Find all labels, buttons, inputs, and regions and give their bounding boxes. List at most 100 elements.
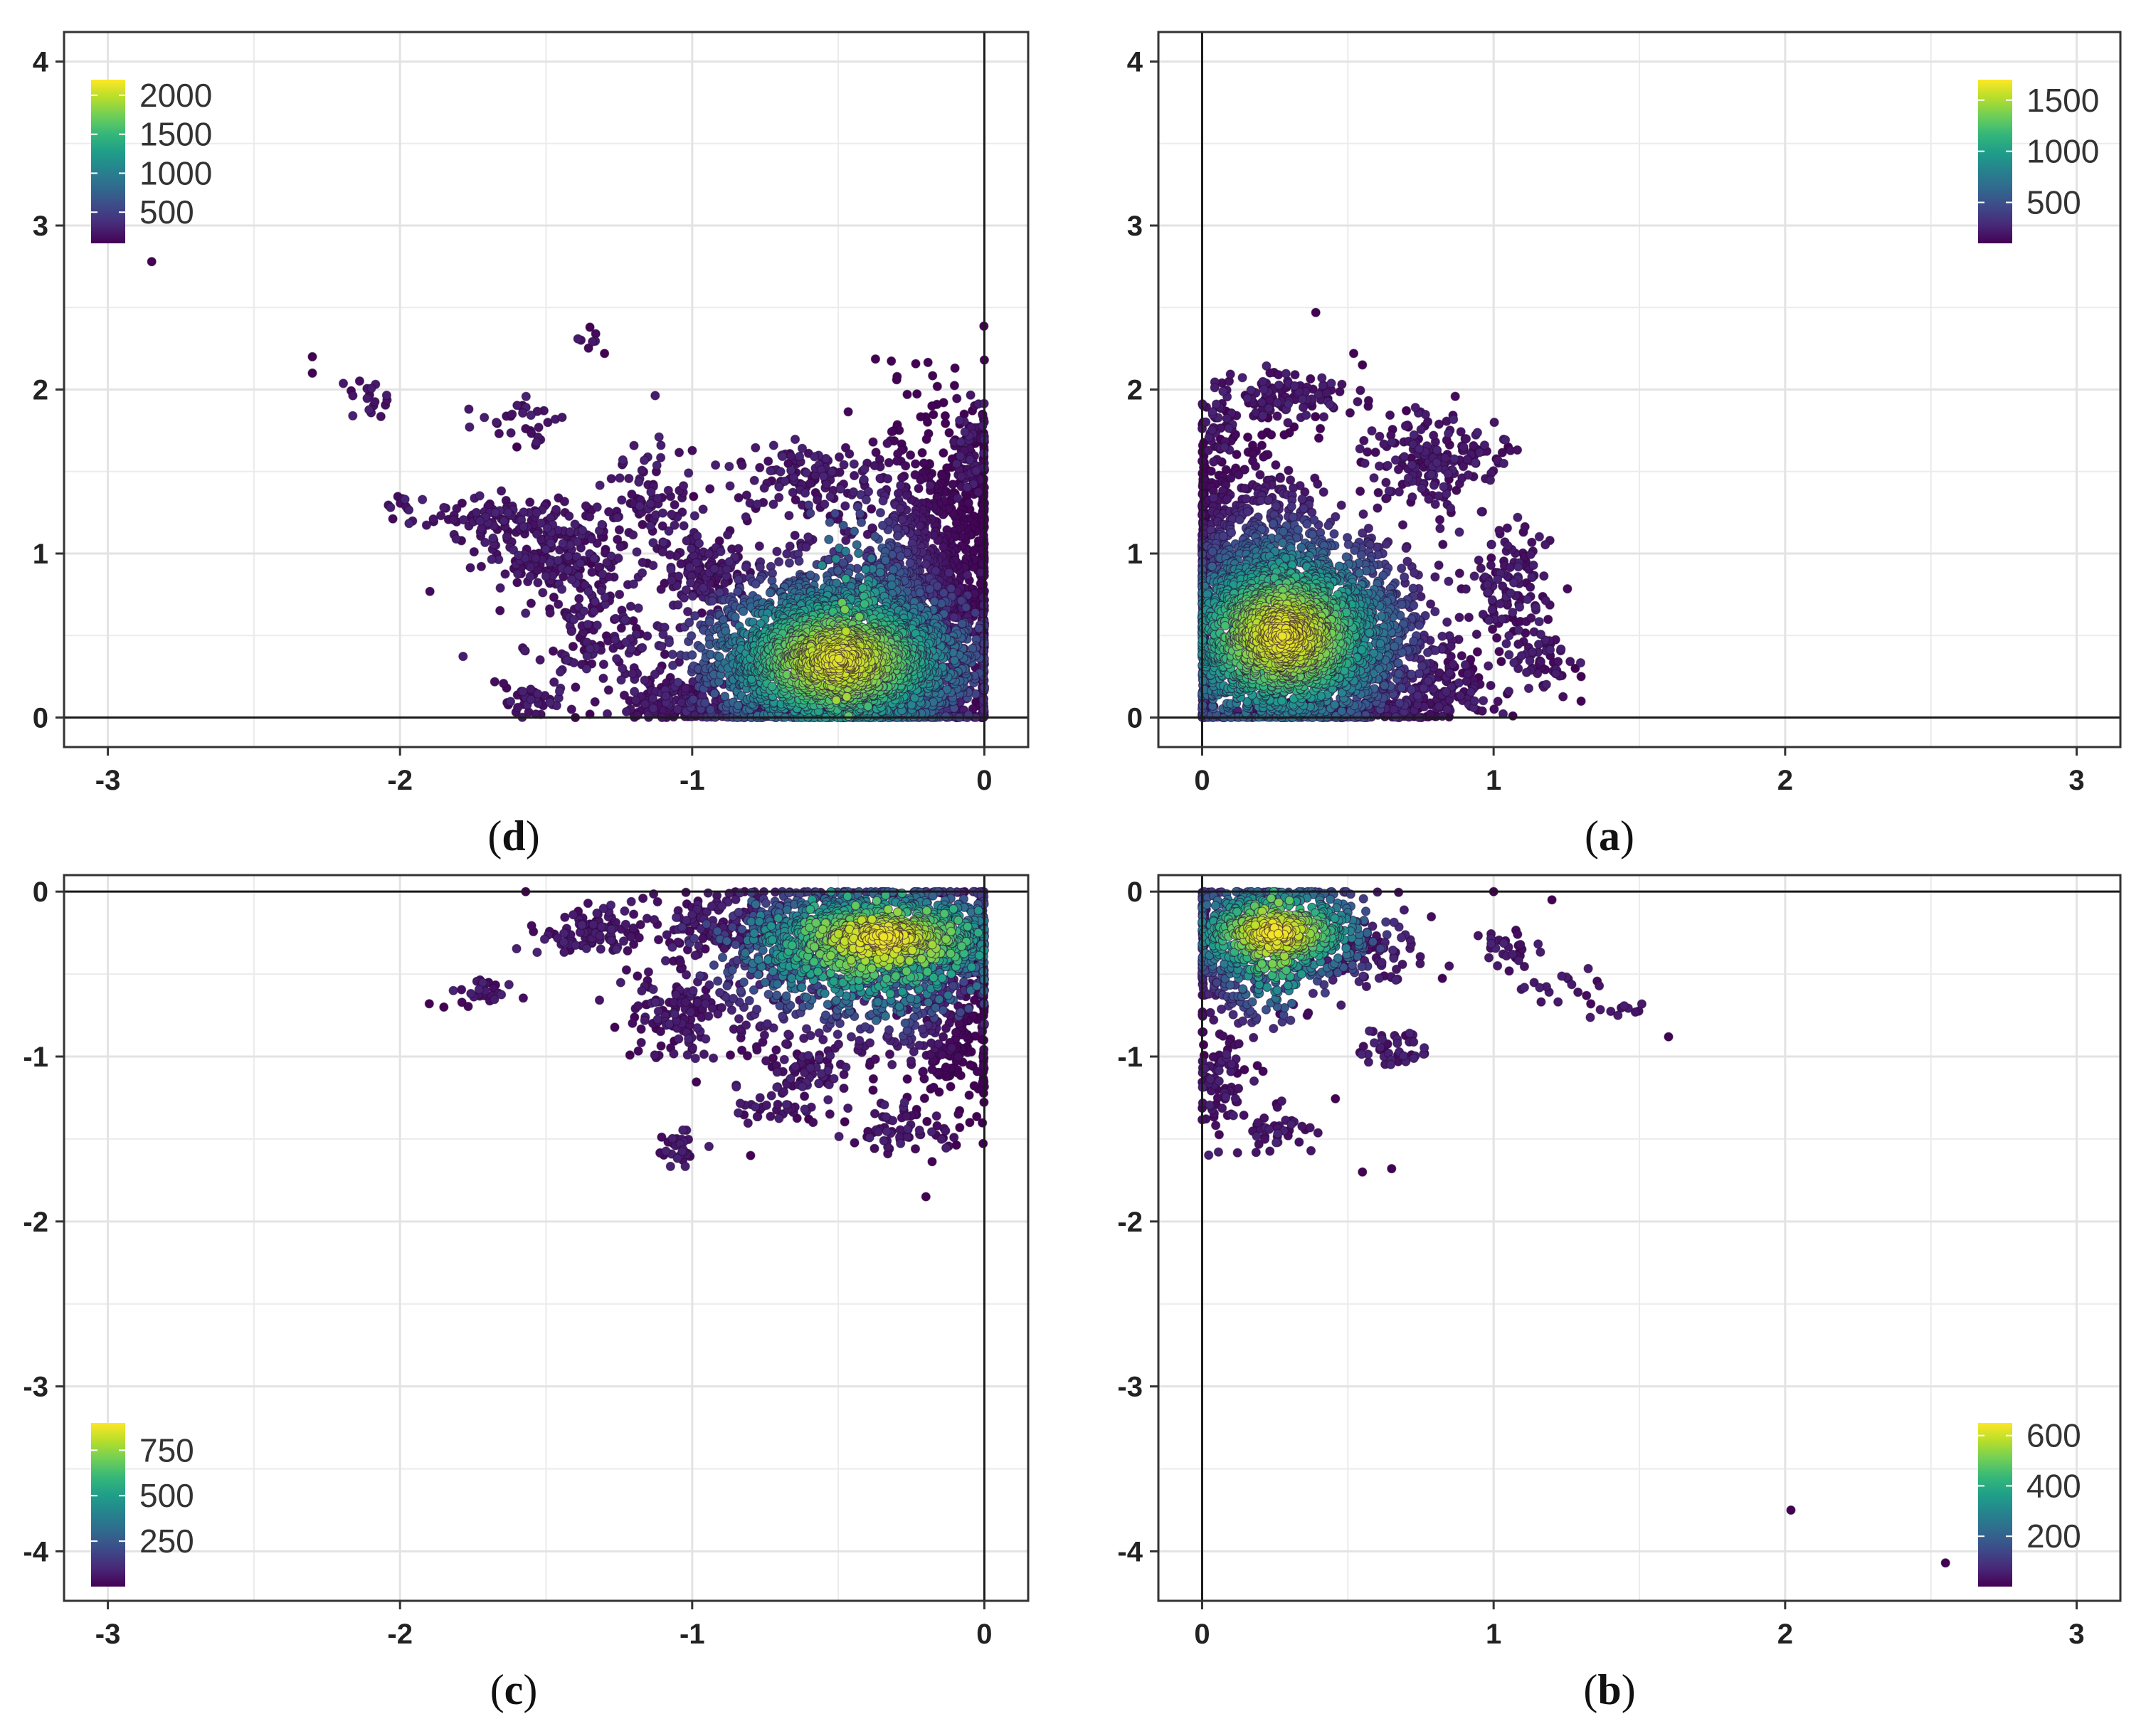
data-point <box>768 499 778 509</box>
data-point <box>656 584 666 594</box>
data-point <box>927 401 937 411</box>
data-point <box>538 588 548 598</box>
data-point <box>957 618 967 629</box>
data-point <box>944 428 954 438</box>
data-point <box>656 440 666 450</box>
data-point <box>737 460 747 470</box>
data-point <box>856 517 867 527</box>
data-point <box>531 554 541 563</box>
data-point <box>629 440 639 450</box>
data-point <box>951 459 961 469</box>
data-point <box>513 568 523 579</box>
data-point <box>870 354 881 364</box>
data-point <box>512 401 522 411</box>
data-point <box>458 651 468 662</box>
data-point <box>917 448 927 458</box>
data-point <box>680 683 691 693</box>
data-point <box>451 534 461 544</box>
data-point <box>914 483 924 494</box>
data-point <box>678 481 689 491</box>
data-point <box>583 586 593 596</box>
data-point <box>897 514 907 524</box>
data-point <box>925 480 936 490</box>
data-point <box>861 494 872 505</box>
data-point <box>563 551 574 561</box>
data-point <box>884 457 894 467</box>
data-point <box>892 456 902 466</box>
data-point <box>797 443 808 453</box>
data-point <box>654 432 664 442</box>
data-point <box>741 490 751 500</box>
data-point <box>616 675 626 685</box>
data-point <box>645 521 655 531</box>
data-point <box>741 512 751 522</box>
data-point <box>820 499 830 509</box>
data-point <box>966 390 976 400</box>
data-point <box>867 554 877 563</box>
data-point <box>603 507 614 517</box>
data-point <box>978 608 988 619</box>
data-point <box>505 697 516 706</box>
data-point <box>581 501 591 511</box>
data-point <box>667 650 677 660</box>
data-point <box>794 451 805 462</box>
data-point <box>801 542 811 552</box>
data-point <box>868 437 878 447</box>
data-point <box>660 649 670 660</box>
data-point <box>657 508 668 518</box>
data-point <box>670 499 680 510</box>
data-point <box>627 489 637 499</box>
data-point <box>533 689 543 699</box>
data-point <box>648 694 658 704</box>
data-point <box>506 428 516 438</box>
data-point <box>776 467 786 477</box>
data-point <box>724 556 734 567</box>
data-point <box>403 505 414 515</box>
data-point <box>778 451 788 462</box>
data-point <box>650 669 660 679</box>
data-point <box>633 603 643 613</box>
data-point <box>600 592 610 603</box>
data-point <box>465 422 475 432</box>
data-point <box>370 397 380 407</box>
data-point <box>519 645 529 655</box>
data-point <box>892 371 902 381</box>
data-point <box>774 482 784 492</box>
data-point <box>849 526 860 536</box>
data-point <box>556 584 567 594</box>
data-point <box>519 507 529 517</box>
data-point <box>526 598 536 608</box>
data-point <box>495 605 505 615</box>
data-point <box>646 487 656 497</box>
data-point <box>578 526 588 536</box>
data-point <box>855 509 865 519</box>
data-point <box>679 521 689 531</box>
data-point <box>772 546 782 556</box>
data-point <box>585 512 595 522</box>
data-point <box>893 531 903 541</box>
data-point <box>545 558 555 568</box>
data-point <box>765 588 775 598</box>
data-point <box>583 620 593 630</box>
data-point <box>495 583 505 593</box>
data-point <box>606 551 616 561</box>
data-point <box>863 702 873 711</box>
data-point <box>650 391 660 401</box>
data-point <box>719 692 730 702</box>
data-point <box>620 615 630 625</box>
data-point <box>425 586 435 596</box>
data-point <box>667 660 678 670</box>
data-point <box>794 556 804 566</box>
data-point <box>645 499 656 509</box>
data-point <box>518 687 528 697</box>
data-point <box>490 507 500 518</box>
data-point <box>490 677 500 687</box>
data-point <box>705 484 715 494</box>
data-point <box>971 608 980 618</box>
data-point <box>364 405 374 415</box>
data-point <box>147 257 157 267</box>
data-point <box>784 510 794 521</box>
data-point <box>634 477 644 487</box>
data-point <box>625 601 636 611</box>
data-point <box>840 501 850 511</box>
